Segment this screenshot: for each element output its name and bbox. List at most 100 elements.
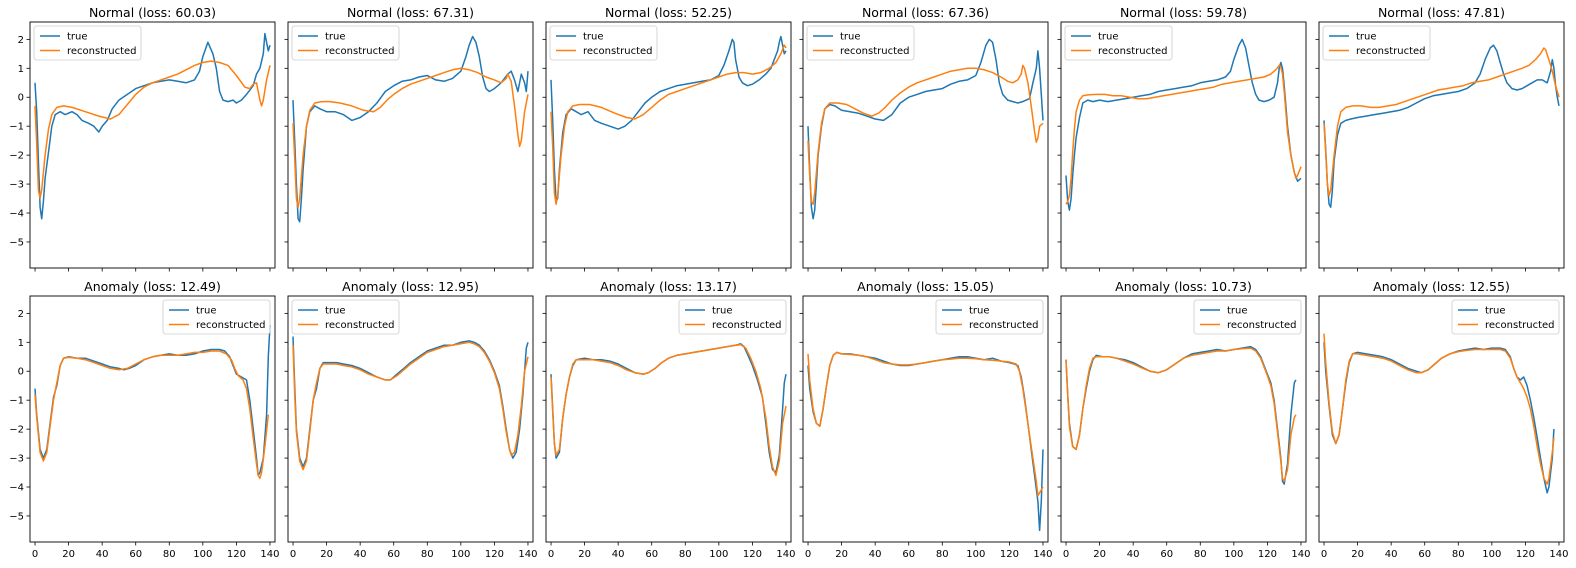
x-tick-label: 0 <box>1321 549 1327 560</box>
legend-label-reconstructed: reconstructed <box>969 320 1039 331</box>
subplot-10: Anomaly (loss: 15.05) 0 20 40 60 80 100 120 140 t… <box>799 279 1053 560</box>
x-tick-label: 100 <box>193 549 212 560</box>
x-tick-label: 60 <box>129 549 142 560</box>
x-tick-label: 0 <box>290 549 296 560</box>
y-tick-label: −4 <box>9 483 24 494</box>
subplot-title: Normal (loss: 52.25) <box>605 5 732 20</box>
legend-box <box>291 25 400 61</box>
legend: true reconstructed <box>678 299 787 335</box>
x-tick-label: 120 <box>1258 549 1277 560</box>
legend-label-reconstructed: reconstructed <box>1227 320 1297 331</box>
x-tick-label: 40 <box>1127 549 1140 560</box>
legend-box <box>33 25 142 61</box>
y-tick-label: 2 <box>18 35 24 46</box>
x-tick-label: 60 <box>1418 549 1431 560</box>
x-tick-label: 100 <box>1224 549 1243 560</box>
legend-box <box>1451 299 1560 335</box>
legend: true reconstructed <box>1322 25 1431 61</box>
subplot-title: Anomaly (loss: 10.73) <box>1115 279 1252 294</box>
legend: true reconstructed <box>1451 299 1560 335</box>
legend-label-reconstructed: reconstructed <box>67 46 137 57</box>
series-line-reconstructed <box>34 350 270 480</box>
subplot-11: Anomaly (loss: 10.73) 0 20 40 60 80 100 120 140 t… <box>1057 279 1311 560</box>
legend-box <box>806 25 915 61</box>
legend-box <box>162 299 271 335</box>
x-tick-label: 80 <box>679 549 692 560</box>
subplot-title: Anomaly (loss: 12.49) <box>84 279 221 294</box>
axes-frame <box>1318 295 1565 543</box>
x-tick-label: 140 <box>1291 549 1310 560</box>
axes-frame <box>802 21 1049 269</box>
series-line-true <box>1323 342 1555 494</box>
subplot-3: Normal (loss: 52.25) true reconstructed <box>542 5 792 272</box>
x-tick-label: 140 <box>518 549 537 560</box>
series-line-true <box>292 336 529 468</box>
x-tick-label: 80 <box>163 549 176 560</box>
subplot-5: Normal (loss: 59.78) true reconstructed <box>1057 5 1307 272</box>
x-tick-label: 100 <box>709 549 728 560</box>
legend-box <box>1322 25 1431 61</box>
series-line-reconstructed <box>807 64 1044 206</box>
x-tick-label: 120 <box>1000 549 1019 560</box>
legend-label-reconstructed: reconstructed <box>1098 46 1168 57</box>
legend-label-reconstructed: reconstructed <box>325 46 395 57</box>
series-line-true <box>550 35 787 203</box>
series-line-true <box>1065 38 1302 211</box>
y-tick-label: −1 <box>9 122 24 133</box>
legend-label-true: true <box>1227 306 1248 317</box>
series-line-reconstructed <box>292 67 529 208</box>
legend-box <box>1064 25 1173 61</box>
series-line-true <box>807 38 1044 220</box>
axes-frame <box>1060 21 1307 269</box>
axes-frame <box>29 21 276 269</box>
x-tick-label: 140 <box>1549 549 1568 560</box>
x-tick-label: 120 <box>485 549 504 560</box>
legend-label-true: true <box>969 306 990 317</box>
legend-label-true: true <box>840 32 861 43</box>
x-tick-label: 80 <box>1452 549 1465 560</box>
legend-label-true: true <box>196 306 217 317</box>
y-tick-label: −3 <box>9 454 24 465</box>
legend-label-reconstructed: reconstructed <box>1485 320 1555 331</box>
subplot-title: Normal (loss: 59.78) <box>1120 5 1247 20</box>
subplot-title: Anomaly (loss: 12.95) <box>342 279 479 294</box>
x-tick-label: 40 <box>96 549 109 560</box>
axes-frame <box>287 21 534 269</box>
x-tick-label: 40 <box>869 549 882 560</box>
x-tick-label: 0 <box>548 549 554 560</box>
legend: true reconstructed <box>291 25 400 61</box>
legend-label-reconstructed: reconstructed <box>196 320 266 331</box>
y-tick-label: 0 <box>18 93 24 104</box>
x-tick-label: 100 <box>451 549 470 560</box>
x-tick-label: 120 <box>1516 549 1535 560</box>
x-tick-label: 120 <box>227 549 246 560</box>
legend-label-reconstructed: reconstructed <box>1356 46 1426 57</box>
series-line-true <box>550 343 787 474</box>
axes-frame <box>545 295 792 543</box>
x-tick-label: 40 <box>1385 549 1398 560</box>
legend-box <box>678 299 787 335</box>
legend: true reconstructed <box>291 299 400 335</box>
x-tick-label: 20 <box>62 549 75 560</box>
y-tick-label: 0 <box>18 367 24 378</box>
subplot-12: Anomaly (loss: 12.55) 0 20 40 60 80 100 120 140 t… <box>1315 279 1569 560</box>
series-line-reconstructed <box>550 44 787 206</box>
legend-box <box>1193 299 1302 335</box>
legend-label-reconstructed: reconstructed <box>712 320 782 331</box>
x-tick-label: 80 <box>421 549 434 560</box>
y-tick-label: 1 <box>18 338 24 349</box>
legend-box <box>935 299 1044 335</box>
subplot-8: Anomaly (loss: 12.95) 0 20 40 60 80 100 120 140 t… <box>284 279 538 560</box>
legend-label-reconstructed: reconstructed <box>325 320 395 331</box>
x-tick-label: 100 <box>966 549 985 560</box>
x-tick-label: 20 <box>320 549 333 560</box>
series-line-true <box>292 35 529 223</box>
legend-label-true: true <box>325 306 346 317</box>
x-tick-label: 100 <box>1482 549 1501 560</box>
series-line-true <box>34 32 271 220</box>
subplot-title: Anomaly (loss: 15.05) <box>857 279 994 294</box>
subplot-6: Normal (loss: 47.81) true reconstructed <box>1315 5 1565 272</box>
x-tick-label: 60 <box>387 549 400 560</box>
legend-label-true: true <box>1098 32 1119 43</box>
x-tick-label: 0 <box>805 549 811 560</box>
